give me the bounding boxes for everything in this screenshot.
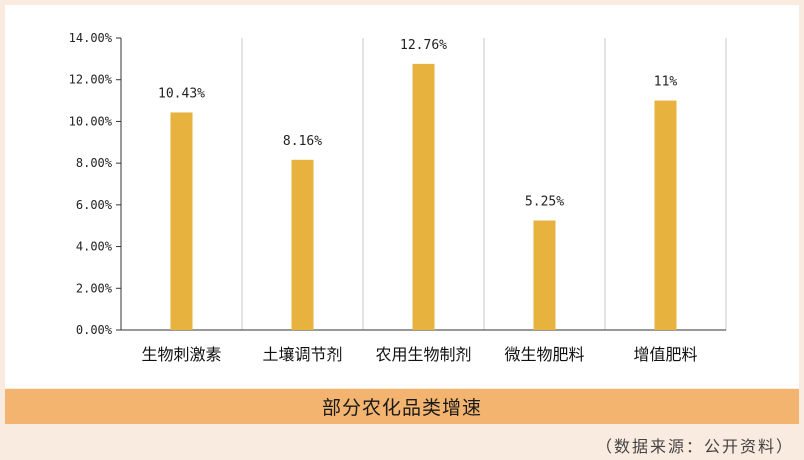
x-axis: 生物刺激素 土壤调节剂 农用生物制剂 微生物肥料 增值肥料 — [121, 329, 726, 364]
x-tick-label: 微生物肥料 — [504, 345, 584, 364]
bar-value-label: 8.16% — [283, 134, 322, 149]
x-tick-label: 增值肥料 — [633, 345, 697, 364]
bar — [170, 112, 193, 331]
y-tick-label: 14.00% — [69, 31, 113, 45]
y-tick-label: 2.00% — [76, 281, 113, 295]
bar-value-label: 10.43% — [158, 86, 205, 101]
chart-caption: 部分农化品类增速 — [321, 397, 482, 419]
bar — [654, 100, 677, 330]
data-source-note: （数据来源：公开资料） — [595, 437, 794, 456]
x-tick-label: 生物刺激素 — [141, 345, 221, 364]
y-tick-label: 4.00% — [76, 240, 113, 254]
gridlines — [241, 38, 727, 330]
bar — [291, 159, 314, 330]
y-tick-label: 10.00% — [69, 114, 113, 128]
chart-panel: 0.00% 2.00% 4.00% 6.00% 8.00% 10.00% 12.00% 14.… — [5, 5, 799, 388]
x-tick-label: 农用生物制剂 — [375, 345, 471, 364]
y-axis: 0.00% 2.00% 4.00% 6.00% 8.00% 10.00% 12.00% 14.… — [69, 31, 122, 337]
bar-chart: 0.00% 2.00% 4.00% 6.00% 8.00% 10.00% 12.00% 14.… — [69, 31, 727, 364]
bars — [170, 63, 677, 331]
y-tick-label: 12.00% — [69, 73, 113, 87]
bar-value-label: 12.76% — [400, 38, 447, 53]
data-labels: 10.43% 8.16% 12.76% 5.25% 11% — [158, 38, 677, 210]
x-tick-label: 土壤调节剂 — [262, 345, 342, 364]
caption-bar: 部分农化品类增速 — [5, 389, 799, 424]
bar-value-label: 5.25% — [525, 195, 564, 210]
y-tick-label: 0.00% — [76, 323, 113, 337]
bar-value-label: 11% — [654, 75, 678, 90]
bar — [412, 63, 435, 331]
y-tick-label: 8.00% — [76, 156, 113, 170]
y-tick-label: 6.00% — [76, 198, 113, 212]
bar — [533, 220, 556, 330]
